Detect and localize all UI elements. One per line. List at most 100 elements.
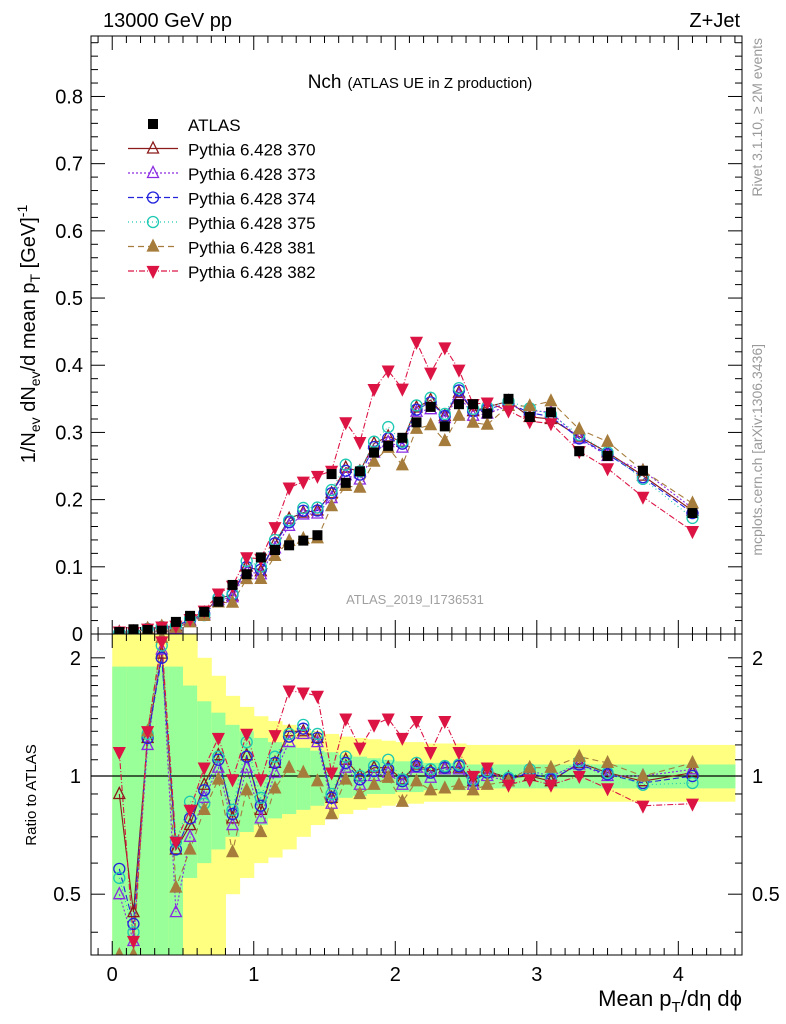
ratio-point [480, 762, 494, 776]
series-point [636, 491, 650, 505]
ratio-point [452, 776, 466, 790]
x-tick-label: 0 [107, 964, 118, 986]
ratio-data-layer [112, 634, 700, 955]
series-point [339, 464, 352, 477]
series-point [339, 458, 352, 471]
ratio-point [141, 736, 155, 751]
legend-label-atlas: ATLAS [188, 116, 241, 135]
data-point [156, 625, 167, 636]
ratio-point [225, 810, 240, 824]
ratio-point [409, 773, 424, 787]
ratio-point [268, 780, 282, 794]
data-point [142, 624, 153, 635]
ratio-band-inner [296, 747, 311, 810]
data-point [284, 540, 295, 551]
ratio-point [212, 750, 225, 763]
y-tick-label: 0.1 [55, 557, 83, 579]
data-point [411, 417, 422, 428]
ratio-point [381, 769, 395, 783]
ratio-point [240, 747, 254, 761]
ratio-point [268, 764, 282, 778]
ratio-point [282, 759, 296, 773]
data-point [128, 624, 139, 635]
series-point [211, 588, 225, 602]
ratio-tick-label-right: 2 [752, 648, 763, 670]
data-point [687, 508, 698, 519]
data-point [255, 552, 266, 563]
ratio-point [452, 758, 466, 771]
series-point [311, 501, 324, 514]
ratio-point [544, 779, 558, 793]
series-point [523, 398, 537, 412]
y-tick-label: 0.6 [55, 221, 83, 243]
series-point [685, 495, 700, 509]
ratio-point [367, 759, 381, 773]
data-point [397, 432, 408, 443]
y-tick-label: 0.2 [55, 490, 83, 512]
legend: ATLAS Pythia 6.428 370 Pythia 6.428 373 Pyt… [128, 116, 316, 282]
ratio-point [183, 841, 197, 855]
ratio-point [240, 750, 253, 763]
y-tick-label: 0 [72, 624, 83, 646]
series-point [311, 504, 324, 517]
legend-marker [146, 265, 160, 279]
ratio-point [523, 759, 537, 773]
x-tick-label: 2 [390, 964, 401, 986]
series-point [572, 430, 586, 444]
data-point [354, 466, 365, 477]
ratio-point [395, 771, 409, 785]
ratio-point [310, 773, 324, 787]
ratio-point [183, 828, 197, 842]
legend-marker [146, 140, 160, 154]
ratio-point [636, 768, 650, 782]
series-point [409, 420, 424, 434]
data-point [425, 401, 436, 412]
ratio-point [339, 756, 352, 770]
ratio-point [636, 800, 650, 814]
series-point [367, 435, 381, 448]
data-point [185, 610, 196, 621]
series-point [452, 407, 466, 421]
side-mcplots-label: mcplots.cern.ch [arXiv:1306.3436] [749, 344, 765, 556]
ratio-point [410, 756, 423, 770]
series-line [119, 340, 693, 633]
ratio-point [113, 871, 126, 885]
ratio-point [601, 764, 615, 778]
ratio-point [169, 879, 183, 893]
series-point [254, 570, 268, 584]
ratio-point [197, 762, 211, 776]
ratio-point [572, 770, 586, 784]
legend-marker [146, 165, 160, 179]
data-point [637, 465, 648, 476]
ratio-point [367, 719, 381, 733]
data-point [269, 545, 280, 556]
ratio-point [438, 715, 452, 730]
ratio-point [141, 726, 155, 740]
ratio-point [339, 750, 352, 763]
ratio-point [141, 730, 155, 744]
ratio-band-inner [140, 666, 156, 955]
ratio-point [480, 776, 494, 790]
y-tick-label: 0.8 [55, 86, 83, 108]
ratio-point [311, 731, 324, 745]
series-point [601, 433, 615, 447]
ratio-series-line [118, 657, 693, 925]
ratio-point [296, 764, 310, 778]
ratio-point [395, 732, 409, 746]
ratio-point [240, 759, 254, 773]
ratio-point [268, 750, 282, 763]
ratio-point [339, 713, 353, 727]
ratio-point [226, 807, 239, 821]
legend-marker [146, 215, 160, 229]
data-point [114, 626, 125, 637]
series-point [409, 399, 424, 413]
ratio-point [112, 886, 126, 900]
ratio-point [686, 776, 699, 790]
series-point [409, 336, 424, 350]
series-point [424, 367, 438, 381]
ratio-point [169, 904, 183, 918]
series-point [381, 365, 395, 379]
ratio-point [155, 651, 168, 664]
ratio-point [310, 730, 324, 744]
